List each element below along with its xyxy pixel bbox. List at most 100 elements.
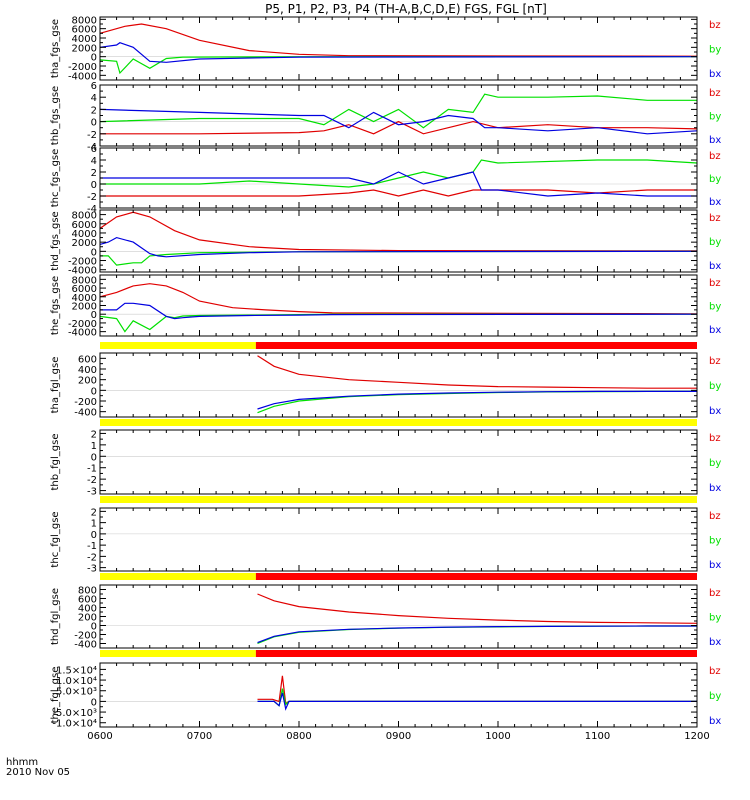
panel-the_fgl_gse: -1.0×10⁴-5.0×10³05.0×10³1.0×10⁴1.5×10⁴th…	[50, 662, 721, 730]
y-tick-label: 1.5×10⁴	[56, 665, 97, 676]
series-line-by	[99, 56, 697, 75]
y-tick-label: 2000	[72, 302, 97, 313]
x-tick-label: 0900	[386, 731, 411, 742]
legend-label-by: by	[709, 691, 721, 702]
x-tick-label: 0800	[286, 731, 311, 742]
series-line-bz	[257, 593, 698, 624]
panel-frame	[99, 584, 698, 649]
footer-hhmm: hhmm	[6, 757, 38, 768]
legend-label-bx: bx	[709, 560, 721, 571]
series-line-bx	[100, 302, 698, 320]
series-line-bz	[100, 189, 697, 197]
y-tick-label: 0	[91, 697, 97, 708]
y-tick-label: 6	[91, 144, 97, 155]
legend-label-bx: bx	[709, 406, 721, 417]
y-tick-label: 0	[91, 180, 97, 191]
y-tick-label: 400	[78, 365, 97, 376]
y-tick-label: 1	[91, 441, 97, 452]
y-tick-label: -1	[87, 464, 97, 475]
y-tick-label: -200	[74, 397, 97, 408]
y-tick-label: -2	[87, 552, 97, 563]
y-tick-label: 6000	[72, 284, 97, 295]
series-line-bx	[257, 692, 697, 711]
series-line-bz	[99, 23, 698, 57]
legend-label-bx: bx	[709, 261, 721, 272]
y-tick-label: 400	[78, 604, 97, 615]
y-tick-label: 800	[78, 586, 97, 597]
y-axis-label: the_fgl_gse	[50, 667, 61, 724]
legend-label-bx: bx	[709, 325, 721, 336]
y-tick-label: -4000	[68, 71, 97, 82]
legend-label-by: by	[709, 45, 721, 56]
figure-title: P5, P1, P2, P3, P4 (TH-A,B,C,D,E) FGS, F…	[265, 2, 547, 16]
y-tick-label: -5.0×10³	[52, 708, 97, 719]
y-tick-label: -400	[74, 408, 97, 419]
legend-label-bz: bz	[709, 511, 721, 522]
y-tick-label: 8000	[72, 211, 97, 222]
series-line-by	[257, 625, 697, 645]
y-axis-label: tha_fgl_gse	[50, 357, 61, 414]
legend-label-bz: bz	[709, 278, 721, 289]
series-line-by	[100, 159, 698, 188]
panel-frame	[99, 84, 698, 147]
y-axis-label: thb_fgl_gse	[50, 434, 61, 491]
y-tick-label: -2000	[68, 62, 97, 73]
legend-label-by: by	[709, 613, 721, 624]
panel-frame	[99, 16, 698, 81]
y-tick-label: -3	[87, 564, 97, 575]
status-bar-segment	[255, 573, 697, 580]
y-tick-label: -2	[87, 192, 97, 203]
legend-label-by: by	[709, 174, 721, 185]
x-tick-label: 1200	[684, 731, 709, 742]
y-tick-label: -2000	[68, 257, 97, 268]
y-tick-label: 0	[91, 118, 97, 129]
y-tick-label: 5.0×10³	[56, 687, 97, 698]
legend-label-bz: bz	[709, 433, 721, 444]
y-tick-label: 2	[91, 105, 97, 116]
status-bar-segment	[255, 342, 697, 349]
y-tick-label: -2000	[68, 319, 97, 330]
legend-label-bx: bx	[709, 483, 721, 494]
series-line-bz	[99, 211, 698, 252]
series-line-bx	[257, 390, 697, 410]
y-tick-label: 0	[91, 622, 97, 633]
panel-frame	[99, 352, 698, 418]
panel-frame	[99, 507, 698, 572]
series-line-bx	[99, 236, 698, 258]
y-tick-label: 200	[78, 613, 97, 624]
legend-label-bz: bz	[709, 356, 721, 367]
x-tick-label: 0700	[187, 731, 212, 742]
y-tick-label: 0	[91, 530, 97, 541]
legend-label-by: by	[709, 458, 721, 469]
y-axis-label: tha_fgs_gse	[50, 19, 61, 78]
y-tick-label: 6000	[72, 25, 97, 36]
series-line-bz	[99, 283, 698, 315]
footer-date: 2010 Nov 05	[6, 767, 70, 778]
status-bar-segment	[100, 496, 697, 503]
y-tick-label: 0	[91, 53, 97, 64]
legend-label-by: by	[709, 381, 721, 392]
y-tick-label: 4	[91, 156, 97, 167]
y-tick-label: 0	[91, 247, 97, 258]
legend-label-bz: bz	[709, 20, 721, 31]
legend-label-bz: bz	[709, 666, 721, 677]
y-tick-label: 0	[91, 452, 97, 463]
panel-frame	[99, 429, 698, 495]
y-tick-label: 6	[91, 81, 97, 92]
y-tick-label: 600	[78, 354, 97, 365]
y-tick-label: -2	[87, 475, 97, 486]
legend-label-by: by	[709, 237, 721, 248]
y-tick-label: 4000	[72, 293, 97, 304]
y-tick-label: -400	[74, 640, 97, 651]
y-tick-label: 2	[91, 507, 97, 518]
y-tick-label: 2	[91, 168, 97, 179]
panel-frame	[99, 209, 698, 273]
